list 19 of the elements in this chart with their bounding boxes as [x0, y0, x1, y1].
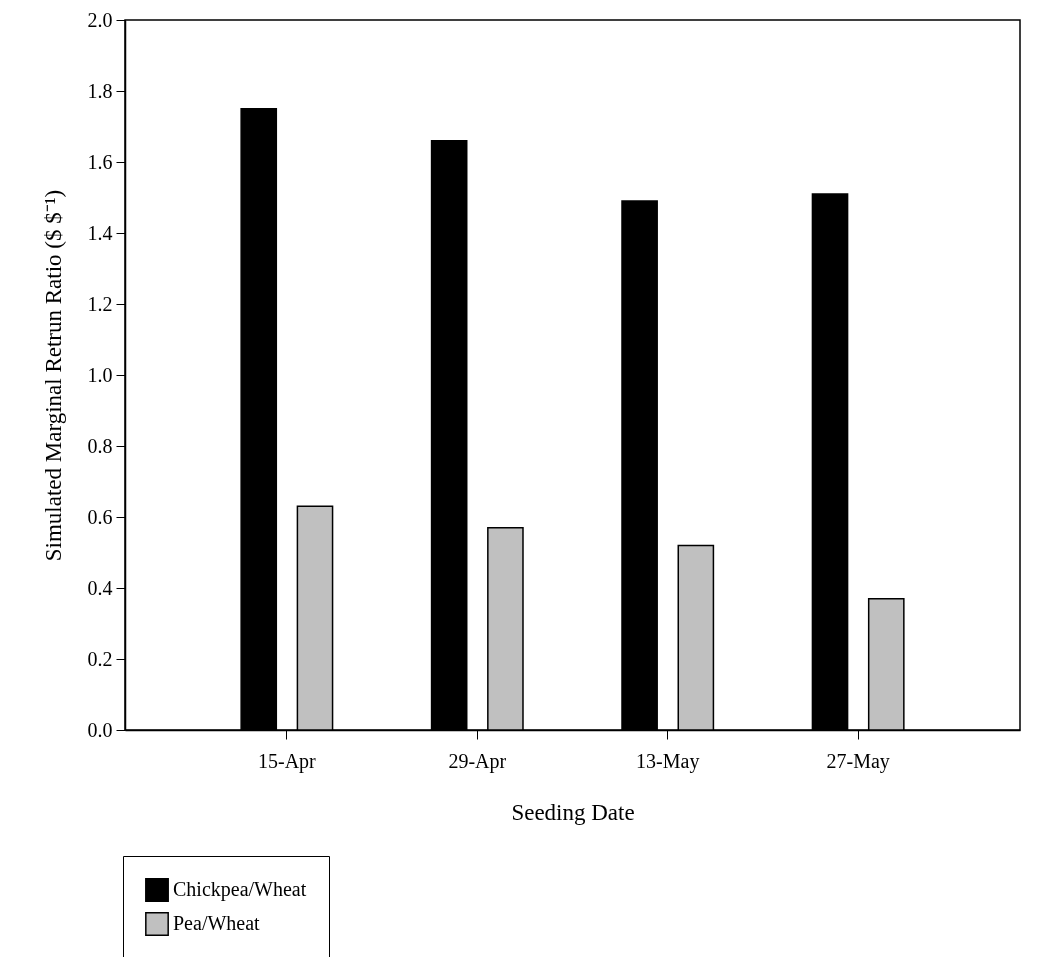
legend-label: Chickpea/Wheat [173, 878, 307, 901]
legend-label: Pea/Wheat [173, 912, 261, 934]
x-tick-label: 13-May [636, 749, 700, 773]
x-tick-label: 29-Apr [448, 749, 507, 773]
y-tick-label: 0.8 [87, 434, 113, 457]
y-tick-label: 0.0 [87, 718, 113, 741]
y-axis-title: Simulated Marginal Retrun Ratio ($ $⁻¹) [40, 189, 66, 562]
y-tick-label: 1.4 [87, 221, 113, 244]
y-tick-label: 0.6 [87, 505, 113, 528]
y-tick-label: 1.2 [87, 292, 113, 315]
y-tick-label: 0.2 [87, 647, 113, 670]
x-tick-label: 27-May [826, 749, 890, 773]
y-tick-label: 1.6 [87, 150, 113, 173]
y-tick-label: 2.0 [87, 8, 113, 31]
x-axis-title: Seeding Date [511, 799, 635, 825]
x-tick-label: 15-Apr [257, 749, 317, 773]
y-tick-label: 1.8 [87, 79, 113, 102]
y-tick-label: 0.4 [87, 576, 113, 599]
y-tick-label: 1.0 [87, 363, 113, 386]
